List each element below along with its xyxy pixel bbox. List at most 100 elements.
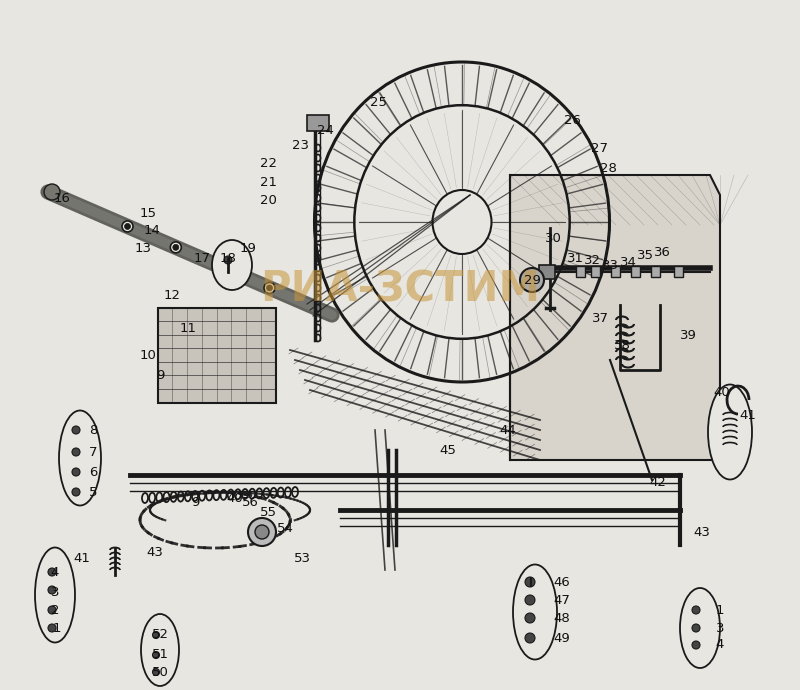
Text: 49: 49 — [554, 631, 570, 644]
Circle shape — [153, 669, 159, 676]
Text: 1: 1 — [53, 622, 62, 635]
Circle shape — [72, 468, 80, 476]
Circle shape — [264, 282, 275, 293]
Text: 46: 46 — [554, 575, 570, 589]
Circle shape — [153, 631, 159, 638]
Text: 35: 35 — [637, 248, 654, 262]
Circle shape — [218, 263, 230, 274]
Circle shape — [48, 606, 56, 614]
Circle shape — [525, 633, 535, 643]
Circle shape — [125, 224, 130, 230]
FancyBboxPatch shape — [158, 308, 276, 403]
Text: 43: 43 — [694, 526, 710, 538]
Circle shape — [520, 268, 544, 292]
FancyBboxPatch shape — [674, 266, 682, 277]
Circle shape — [692, 606, 700, 614]
Text: 18: 18 — [219, 251, 237, 264]
Text: 3: 3 — [716, 622, 724, 635]
Text: 19: 19 — [239, 241, 257, 255]
Circle shape — [692, 624, 700, 632]
Text: 40: 40 — [714, 386, 730, 399]
Text: 5: 5 — [89, 486, 98, 498]
Text: 32: 32 — [583, 253, 601, 266]
Text: 38: 38 — [614, 339, 630, 351]
Text: 17: 17 — [194, 251, 210, 264]
FancyBboxPatch shape — [650, 266, 659, 277]
Ellipse shape — [141, 614, 179, 686]
Text: 55: 55 — [259, 506, 277, 518]
Text: 6: 6 — [89, 466, 97, 478]
Text: 40: 40 — [226, 491, 243, 504]
FancyBboxPatch shape — [575, 266, 585, 277]
Text: 10: 10 — [139, 348, 157, 362]
Circle shape — [48, 568, 56, 576]
Circle shape — [525, 613, 535, 623]
Text: 3: 3 — [50, 586, 59, 598]
Text: РИА-ЗСТИМ: РИА-ЗСТИМ — [260, 269, 540, 310]
Ellipse shape — [680, 588, 720, 668]
FancyBboxPatch shape — [610, 266, 619, 277]
Text: 42: 42 — [650, 475, 666, 489]
Circle shape — [255, 525, 269, 539]
Circle shape — [44, 184, 60, 200]
Circle shape — [48, 586, 56, 594]
Text: 7: 7 — [89, 446, 98, 458]
Text: 1: 1 — [716, 604, 724, 616]
Text: 28: 28 — [599, 161, 617, 175]
Text: 50: 50 — [151, 665, 169, 678]
Text: 52: 52 — [151, 629, 169, 642]
Text: 12: 12 — [163, 288, 181, 302]
FancyBboxPatch shape — [539, 265, 555, 279]
Circle shape — [525, 595, 535, 605]
Circle shape — [173, 244, 179, 250]
Text: 51: 51 — [151, 649, 169, 662]
Text: 47: 47 — [554, 593, 570, 607]
Circle shape — [122, 221, 133, 232]
Ellipse shape — [708, 384, 752, 480]
Text: 41: 41 — [74, 551, 90, 564]
Text: 22: 22 — [259, 157, 277, 170]
Circle shape — [72, 448, 80, 456]
Circle shape — [224, 256, 232, 264]
Text: 2: 2 — [50, 604, 59, 616]
Circle shape — [153, 651, 159, 658]
Text: 4: 4 — [51, 566, 59, 578]
Text: 9: 9 — [191, 495, 199, 509]
Text: 45: 45 — [439, 444, 457, 457]
Text: 29: 29 — [523, 273, 541, 286]
Text: 30: 30 — [545, 232, 562, 244]
Text: 4: 4 — [716, 638, 724, 651]
Text: 33: 33 — [602, 259, 618, 271]
Text: 34: 34 — [619, 255, 637, 268]
Circle shape — [266, 285, 273, 291]
Text: 15: 15 — [139, 206, 157, 219]
Polygon shape — [510, 175, 720, 460]
Circle shape — [48, 624, 56, 632]
Text: 20: 20 — [259, 193, 277, 206]
Text: 13: 13 — [134, 241, 151, 255]
Ellipse shape — [513, 564, 557, 660]
Circle shape — [525, 577, 535, 587]
Text: 36: 36 — [654, 246, 670, 259]
Text: 9: 9 — [156, 368, 164, 382]
Text: 26: 26 — [563, 113, 581, 126]
Circle shape — [248, 518, 276, 546]
FancyBboxPatch shape — [307, 115, 329, 131]
FancyBboxPatch shape — [590, 266, 599, 277]
Text: 16: 16 — [54, 192, 70, 204]
Text: 21: 21 — [259, 175, 277, 188]
Text: 48: 48 — [554, 611, 570, 624]
Text: 44: 44 — [500, 424, 516, 437]
Text: 11: 11 — [179, 322, 197, 335]
Text: 56: 56 — [242, 495, 258, 509]
Ellipse shape — [212, 240, 252, 290]
Text: 43: 43 — [146, 546, 163, 558]
Text: 23: 23 — [291, 139, 309, 152]
Circle shape — [221, 265, 227, 271]
Text: 37: 37 — [591, 311, 609, 324]
Text: 53: 53 — [294, 551, 310, 564]
Circle shape — [692, 641, 700, 649]
Text: 24: 24 — [317, 124, 334, 137]
Text: 25: 25 — [370, 95, 386, 108]
Text: 41: 41 — [739, 408, 757, 422]
